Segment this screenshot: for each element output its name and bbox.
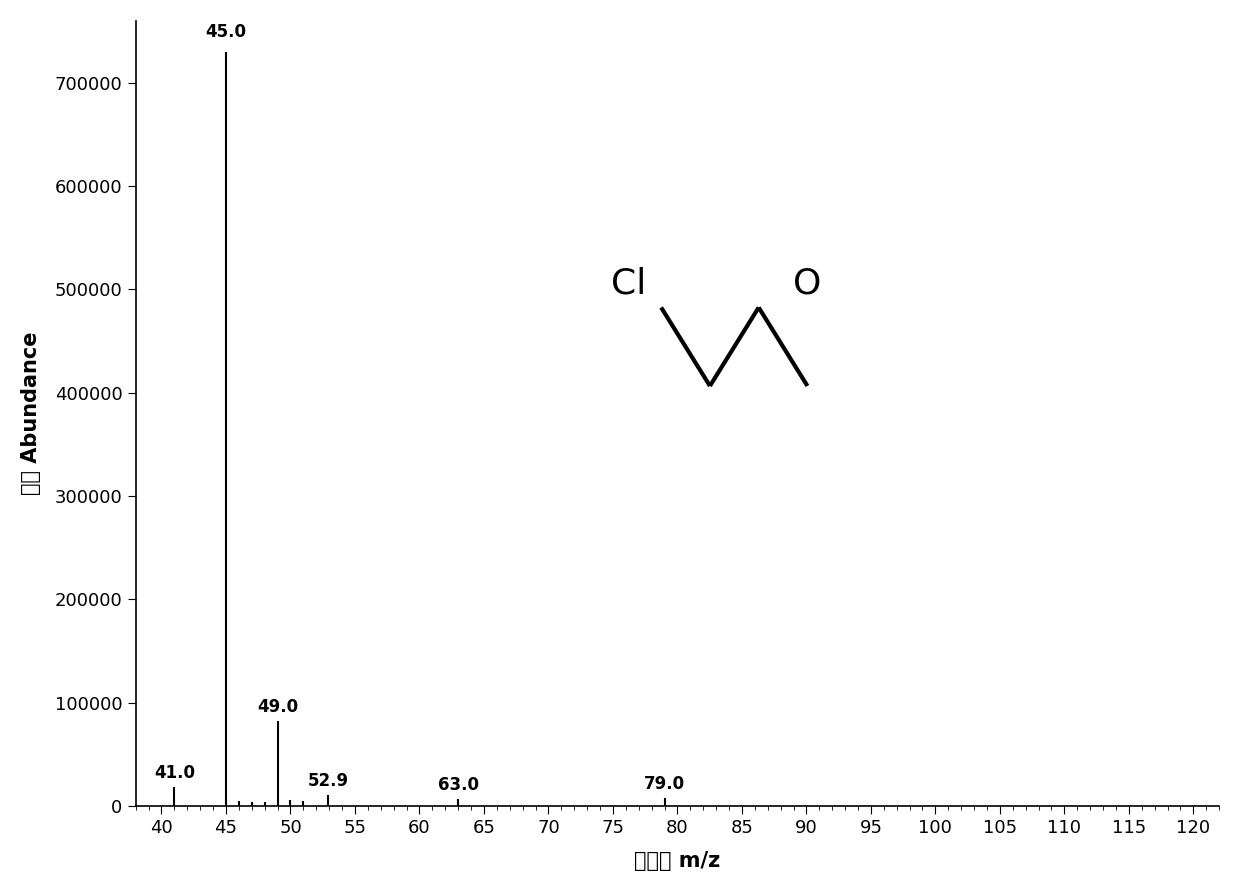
Text: Cl: Cl xyxy=(611,267,646,301)
Text: 52.9: 52.9 xyxy=(308,772,348,789)
Text: 45.0: 45.0 xyxy=(206,23,247,42)
X-axis label: 分子量 m/z: 分子量 m/z xyxy=(635,851,720,871)
Y-axis label: 丰度 Abundance: 丰度 Abundance xyxy=(21,332,41,495)
Text: 79.0: 79.0 xyxy=(644,774,684,793)
Text: 41.0: 41.0 xyxy=(154,764,195,782)
Text: 63.0: 63.0 xyxy=(438,776,479,794)
Text: 49.0: 49.0 xyxy=(257,698,298,716)
Text: O: O xyxy=(794,267,822,301)
